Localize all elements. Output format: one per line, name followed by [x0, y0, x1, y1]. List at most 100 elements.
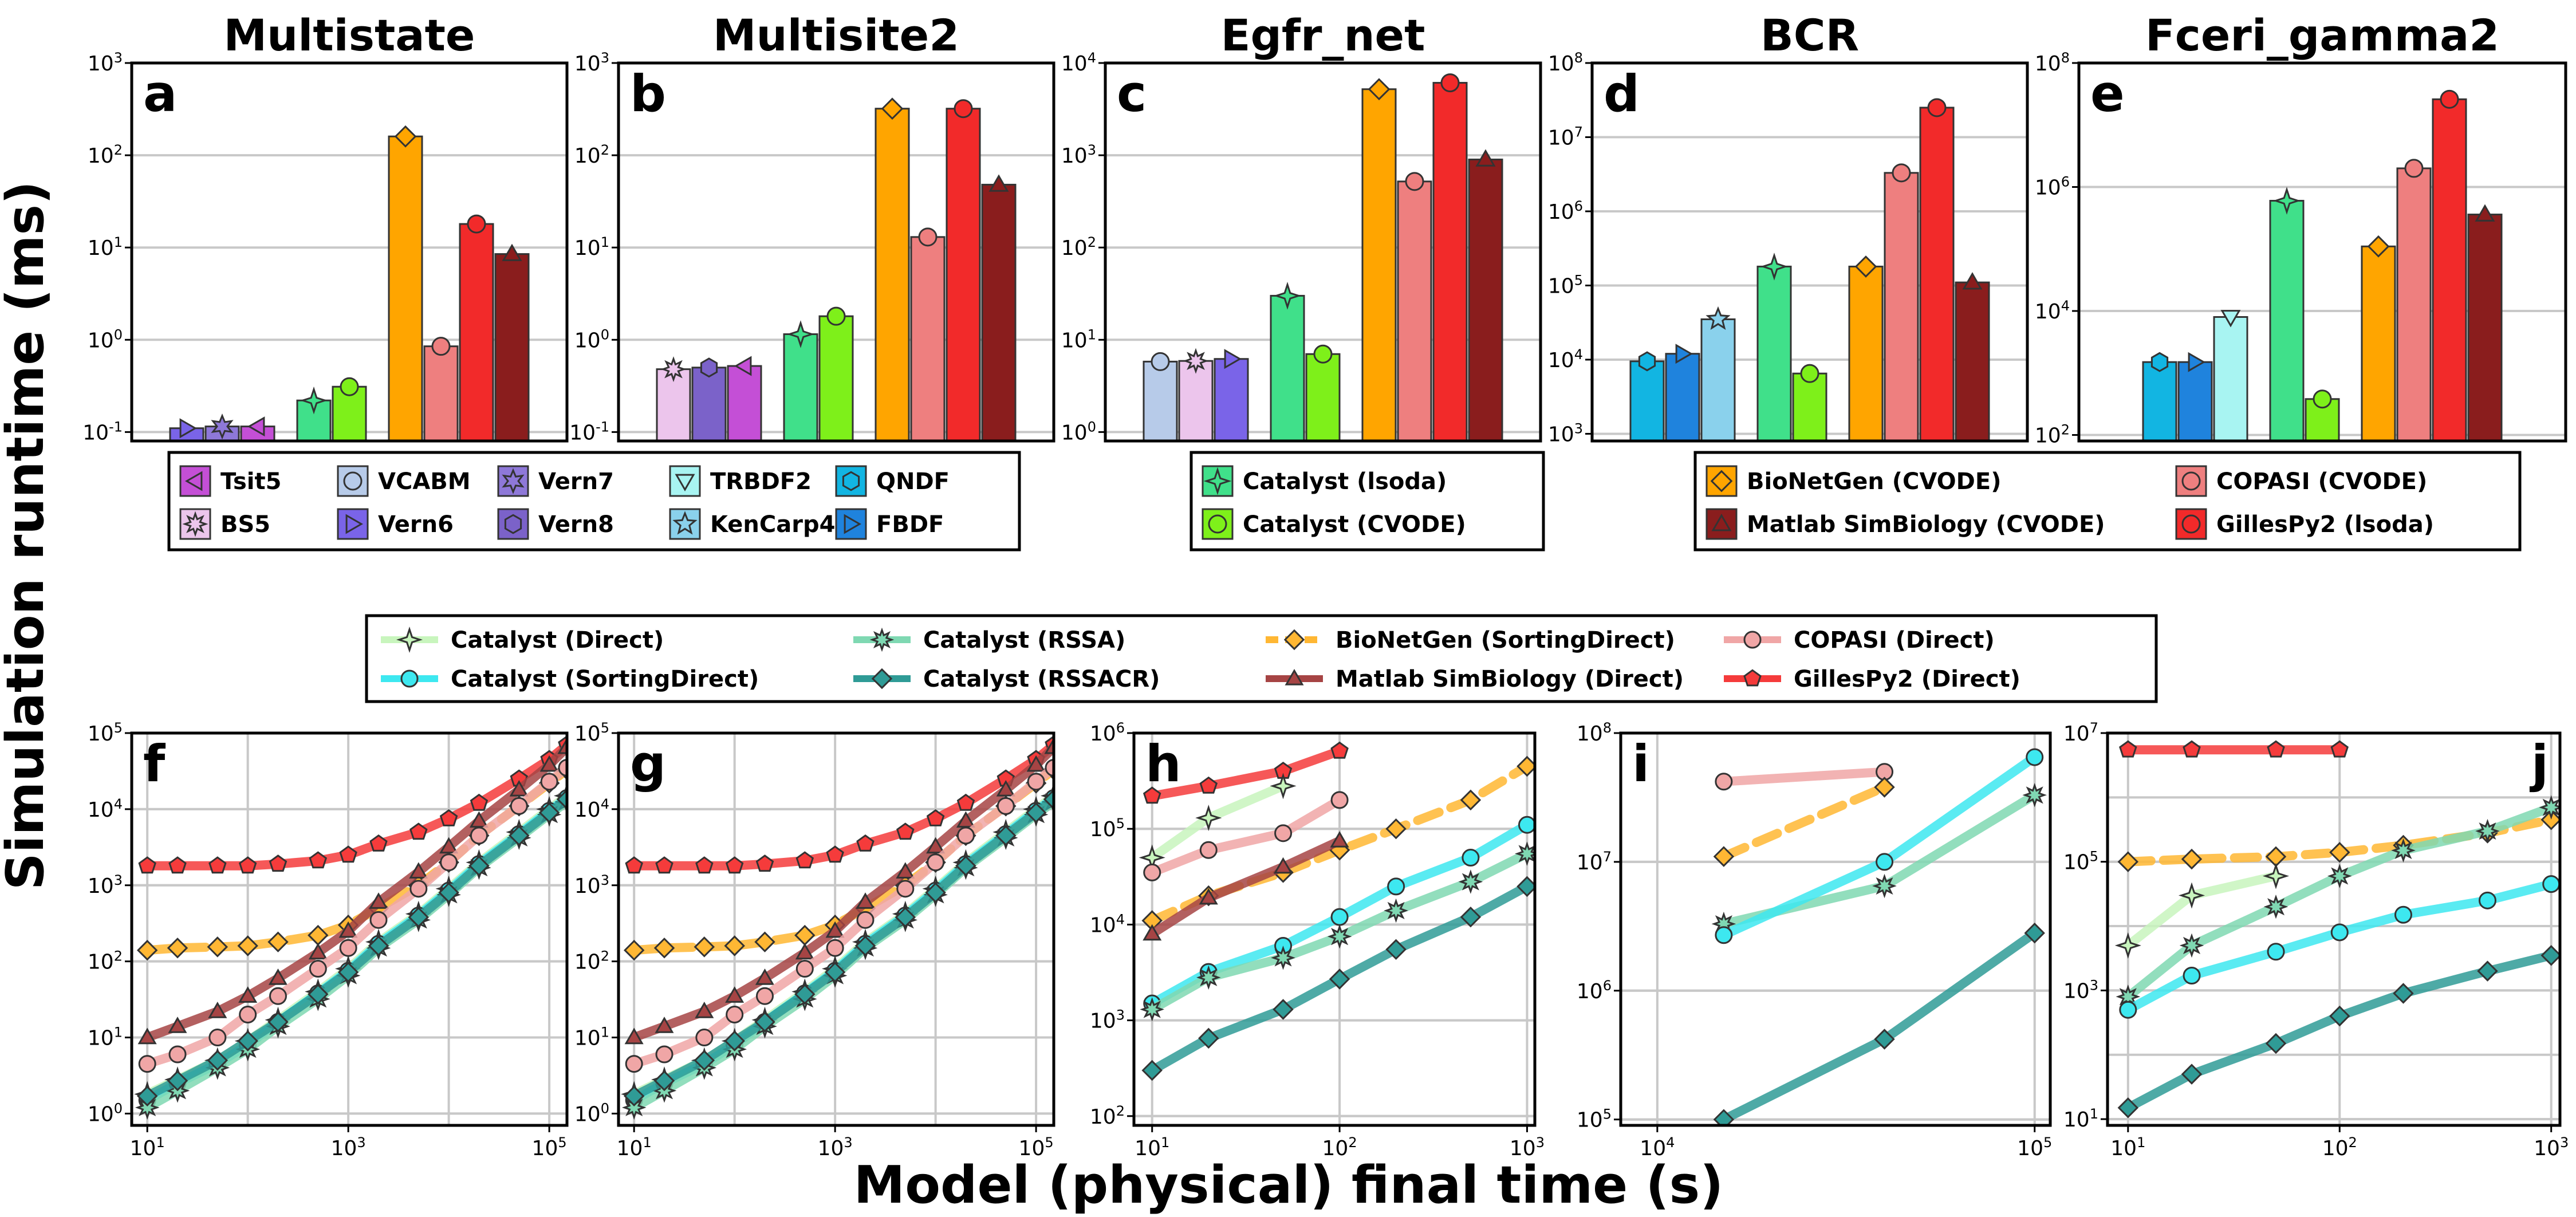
point-gillespy2-direct [755, 854, 774, 872]
legend-entry-catalyst-cvode: Catalyst (CVODE) [1202, 508, 1466, 540]
point-copasi-direct [1274, 824, 1293, 842]
tick-label: 105 [2063, 849, 2098, 875]
tick-label: 106 [1577, 978, 1612, 1003]
point-bionetgen-sortingdirect [1874, 777, 1895, 798]
point-copasi-direct [470, 826, 488, 845]
point-matlab-simbiology-direct [624, 1027, 644, 1045]
legend-entry-copasi-cvode: COPASI (CVODE) [2175, 465, 2427, 497]
bar-marker-catalyst-cvode [1800, 364, 1819, 383]
bar-kencarp4 [1700, 318, 1736, 441]
legend-ssa: Catalyst (Direct) Catalyst (RSSA) BioNetGe… [365, 614, 2158, 703]
tick-label: 101 [88, 234, 123, 260]
legend-label: Catalyst (SortingDirect) [451, 666, 759, 692]
bar-catalyst-cvode [818, 315, 854, 441]
point-matlab-simbiology-direct [137, 1027, 157, 1045]
point-catalyst-rssacr [724, 1030, 745, 1051]
point-catalyst-rssacr [1517, 876, 1535, 897]
legend-label: BioNetGen (SortingDirect) [1336, 627, 1675, 653]
point-copasi-direct [755, 987, 774, 1005]
bar-marker-catalyst-cvode [1313, 344, 1333, 364]
point-gillespy2-direct [1143, 786, 1161, 804]
tick-label: 108 [1577, 720, 1612, 746]
bar-gillespy2-lsoda [459, 223, 494, 441]
point-gillespy2-direct [856, 834, 875, 852]
legend-marker [844, 514, 862, 534]
tick-label: 105 [1090, 816, 1125, 841]
bar-qndf [2142, 361, 2177, 441]
tick-label: 104 [2035, 298, 2070, 324]
bar-matlab-simbiology-cvode [1468, 158, 1503, 441]
point-catalyst-sortingdirect [1715, 926, 1733, 944]
point-bionetgen-sortingdirect [2181, 848, 2203, 870]
point-catalyst-rssacr [2393, 983, 2414, 1004]
point-catalyst-rssa [1196, 965, 1221, 990]
tick-label: 103 [2063, 977, 2098, 1003]
panel-g: 100 101 102 103 104 105 101 103 105 g [574, 720, 1055, 1160]
point-catalyst-rssacr [995, 825, 1017, 846]
axes-frame [617, 61, 1055, 443]
legend-entry-vern6: Vern6 [337, 508, 454, 540]
tick-label: 103 [2534, 1135, 2569, 1160]
panel-title: Fceri_gamma2 [2145, 10, 2499, 61]
point-catalyst-rssa [2539, 795, 2560, 820]
bar-catalyst-cvode [1792, 372, 1827, 441]
tick-label: 105 [532, 1135, 567, 1160]
legend-label: COPASI (CVODE) [2216, 468, 2427, 495]
point-catalyst-direct [1195, 805, 1222, 832]
bar-marker-gillespy2-lsoda [467, 214, 486, 234]
point-catalyst-rssa [2179, 933, 2204, 958]
point-catalyst-rssa [1458, 869, 1483, 894]
legend-entry-trbdf2: TRBDF2 [669, 465, 812, 497]
point-gillespy2-direct [725, 856, 744, 874]
tick-label: 104 [574, 796, 609, 822]
bar-marker-matlab-simbiology-cvode [502, 243, 522, 261]
series-line-gillespy2-direct [1147, 746, 1345, 801]
panel-a: 10-1 100 101 102 103 Multistate a [82, 10, 569, 444]
point-catalyst-rssacr [1025, 802, 1047, 824]
y-axis-label: Simulation runtime (ms) [0, 181, 56, 890]
point-catalyst-rssacr [438, 882, 459, 903]
point-bionetgen-sortingdirect [2540, 809, 2560, 830]
point-catalyst-rssa [2475, 818, 2500, 844]
series-line-copasi-direct [1719, 767, 1889, 786]
tick-label: 105 [2017, 1135, 2052, 1160]
point-catalyst-rssa [1327, 924, 1352, 949]
bar-marker-vcabm [1151, 352, 1170, 371]
bar-marker-catalyst-cvode [340, 377, 359, 396]
bar-marker-bs5 [1183, 348, 1209, 374]
legend-label: Vern8 [538, 511, 614, 538]
bar-marker-catalyst-lsoda [1760, 253, 1789, 281]
point-catalyst-direct [2178, 882, 2205, 909]
tick-label: 105 [88, 720, 123, 746]
legend-entry-catalyst-direct: Catalyst (Direct) [381, 626, 664, 653]
point-copasi-direct [138, 1055, 156, 1073]
point-gillespy2-direct [655, 856, 673, 874]
bar-marker-gillespy2-lsoda [954, 99, 973, 119]
legend-entry-bionetgen-cvode: BioNetGen (CVODE) [1705, 465, 2001, 497]
point-copasi-direct [956, 826, 975, 845]
point-matlab-simbiology-direct [439, 837, 459, 854]
point-matlab-simbiology-direct [896, 862, 915, 879]
series-line-matlab-simbiology-direct [1147, 836, 1345, 939]
tick-label: 108 [1548, 50, 1583, 76]
point-matlab-simbiology-direct [539, 755, 559, 772]
legend-marker [675, 474, 695, 492]
legend-frame [1189, 451, 1545, 552]
legend-label: QNDF [876, 468, 950, 495]
point-copasi-direct [625, 1055, 643, 1073]
series [2114, 740, 2560, 1118]
bar-matlab-simbiology-cvode [981, 183, 1017, 441]
tick-label: 103 [88, 872, 123, 898]
point-matlab-simbiology-direct [926, 837, 946, 854]
tick-label: 100 [88, 1100, 123, 1126]
point-copasi-direct [239, 1006, 257, 1024]
legend-marker [2181, 514, 2201, 534]
panel-title: Multisite2 [713, 10, 959, 61]
point-catalyst-sortingdirect [2026, 748, 2044, 766]
point-gillespy2-direct [470, 793, 489, 811]
tick-label: 103 [1061, 142, 1096, 168]
point-bionetgen-sortingdirect [623, 939, 645, 961]
point-matlab-simbiology-direct [409, 862, 428, 879]
